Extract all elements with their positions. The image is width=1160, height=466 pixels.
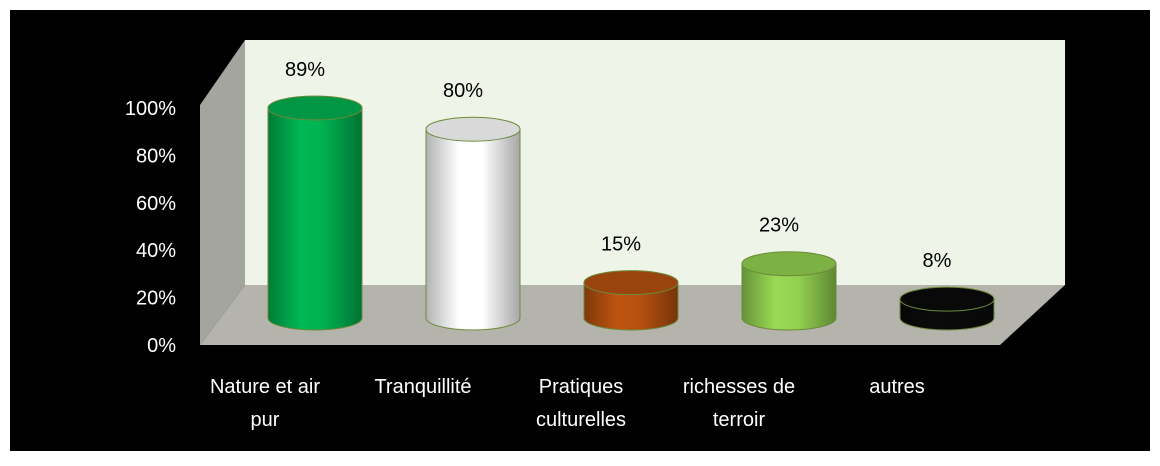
value-label: 8%	[923, 250, 952, 272]
cylinder	[741, 251, 837, 331]
cylinder	[899, 286, 995, 331]
value-label: 80%	[443, 80, 483, 102]
x-tick-label: Tranquillité	[374, 376, 471, 398]
x-tick-label: autres	[869, 376, 925, 398]
back-wall	[245, 40, 1065, 285]
y-tick-label: 40%	[136, 240, 176, 262]
y-tick-label: 60%	[136, 193, 176, 215]
cylinder	[267, 95, 363, 331]
value-label: 89%	[285, 59, 325, 81]
y-tick-label: 80%	[136, 145, 176, 167]
x-tick-label: Nature et air pur	[210, 376, 320, 431]
y-tick-label: 20%	[136, 288, 176, 310]
x-tick-label: richesses de terroir	[683, 376, 795, 431]
value-label: 23%	[759, 215, 799, 237]
cylinder-body	[583, 282, 679, 331]
cylinder	[583, 270, 679, 331]
value-label: 15%	[601, 234, 641, 256]
cylinder	[425, 116, 521, 331]
cylinder-body	[267, 107, 363, 331]
y-tick-label: 0%	[147, 335, 176, 357]
cylinder-top	[899, 286, 995, 312]
cylinder-top	[741, 251, 837, 277]
left-wall	[200, 40, 245, 345]
y-tick-label: 100%	[125, 98, 176, 120]
x-tick-label: Pratiques culturelles	[536, 376, 626, 431]
cylinder-top	[425, 116, 521, 142]
cylinder-body	[425, 128, 521, 331]
cylinder-top	[267, 95, 363, 121]
cylinder-body	[741, 263, 837, 331]
cylinder-top	[583, 270, 679, 296]
